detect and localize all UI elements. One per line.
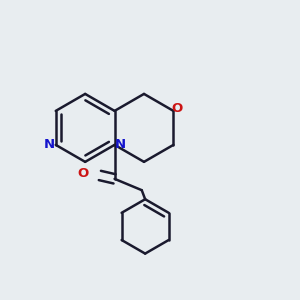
Text: O: O [77,167,88,180]
Text: N: N [44,138,55,152]
Text: O: O [171,102,182,115]
Text: N: N [115,138,126,152]
